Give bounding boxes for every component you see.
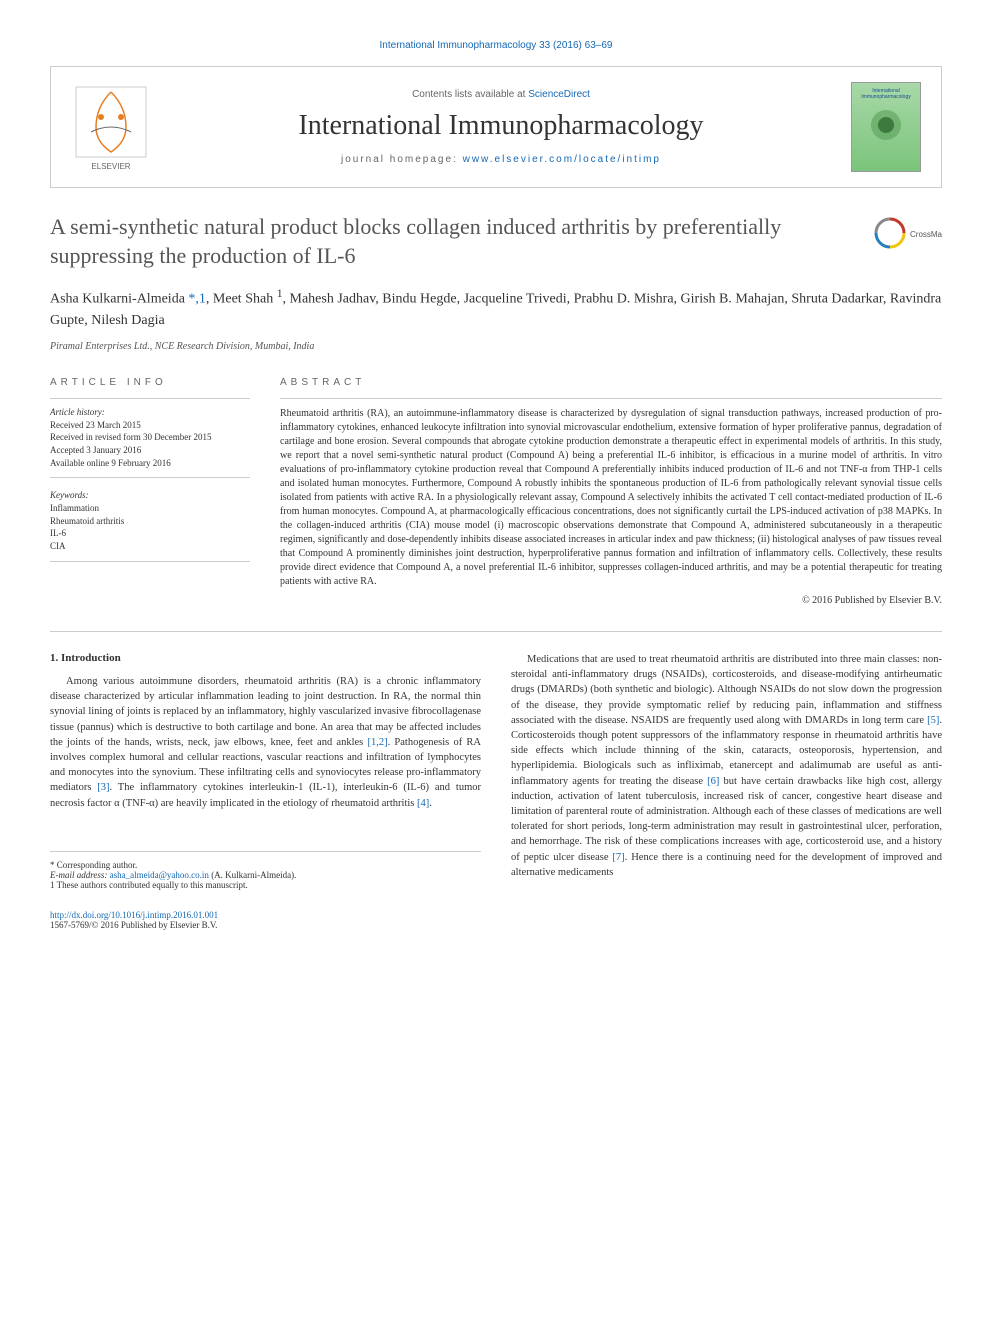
ref-link[interactable]: [6] xyxy=(707,776,719,787)
abstract-text: Rheumatoid arthritis (RA), an autoimmune… xyxy=(280,398,942,589)
journal-homepage: journal homepage: www.elsevier.com/locat… xyxy=(151,154,851,165)
footer-bar: http://dx.doi.org/10.1016/j.intimp.2016.… xyxy=(50,910,481,930)
article-title: A semi-synthetic natural product blocks … xyxy=(50,213,852,270)
contents-available: Contents lists available at ScienceDirec… xyxy=(151,89,851,100)
affiliation: Piramal Enterprises Ltd., NCE Research D… xyxy=(50,341,942,352)
sciencedirect-link[interactable]: ScienceDirect xyxy=(528,89,590,100)
journal-citation[interactable]: International Immunopharmacology 33 (201… xyxy=(50,40,942,51)
body-left-column: 1. Introduction Among various autoimmune… xyxy=(50,652,481,930)
introduction-text: Among various autoimmune disorders, rheu… xyxy=(50,674,481,811)
journal-header: ELSEVIER Contents lists available at Sci… xyxy=(50,66,942,188)
svg-text:CrossMark: CrossMark xyxy=(910,230,942,239)
doi-link[interactable]: http://dx.doi.org/10.1016/j.intimp.2016.… xyxy=(50,910,218,920)
article-info-sidebar: ARTICLE INFO Article history: Received 2… xyxy=(50,377,250,606)
abstract-column: ABSTRACT Rheumatoid arthritis (RA), an a… xyxy=(280,377,942,606)
body-right-text: Medications that are used to treat rheum… xyxy=(511,652,942,880)
svg-text:ELSEVIER: ELSEVIER xyxy=(91,162,130,171)
footnotes: * Corresponding author. E-mail address: … xyxy=(50,851,481,890)
keywords-block: Keywords: Inflammation Rheumatoid arthri… xyxy=(50,490,250,561)
ref-link[interactable]: [3] xyxy=(97,782,109,793)
author-list: Asha Kulkarni-Almeida *,1, Meet Shah 1, … xyxy=(50,285,942,331)
crossmark-badge[interactable]: CrossMark xyxy=(872,213,942,253)
ref-link[interactable]: [1,2] xyxy=(367,737,387,748)
introduction-heading: 1. Introduction xyxy=(50,652,481,664)
body-right-column: Medications that are used to treat rheum… xyxy=(511,652,942,930)
ref-link[interactable]: [7] xyxy=(612,852,624,863)
elsevier-logo: ELSEVIER xyxy=(71,82,151,172)
journal-name: International Immunopharmacology xyxy=(151,110,851,142)
ref-link[interactable]: [4] xyxy=(417,798,429,809)
article-info-heading: ARTICLE INFO xyxy=(50,377,250,388)
journal-cover-thumbnail: International Immunopharmacology xyxy=(851,82,921,172)
abstract-copyright: © 2016 Published by Elsevier B.V. xyxy=(280,595,942,606)
ref-link[interactable]: [5] xyxy=(927,715,939,726)
section-divider xyxy=(50,631,942,632)
homepage-link[interactable]: www.elsevier.com/locate/intimp xyxy=(463,154,661,165)
corresponding-email[interactable]: asha_almeida@yahoo.co.in xyxy=(110,870,209,880)
article-history: Article history: Received 23 March 2015 … xyxy=(50,398,250,478)
abstract-heading: ABSTRACT xyxy=(280,377,942,388)
corresponding-marker: *,1 xyxy=(188,292,206,307)
